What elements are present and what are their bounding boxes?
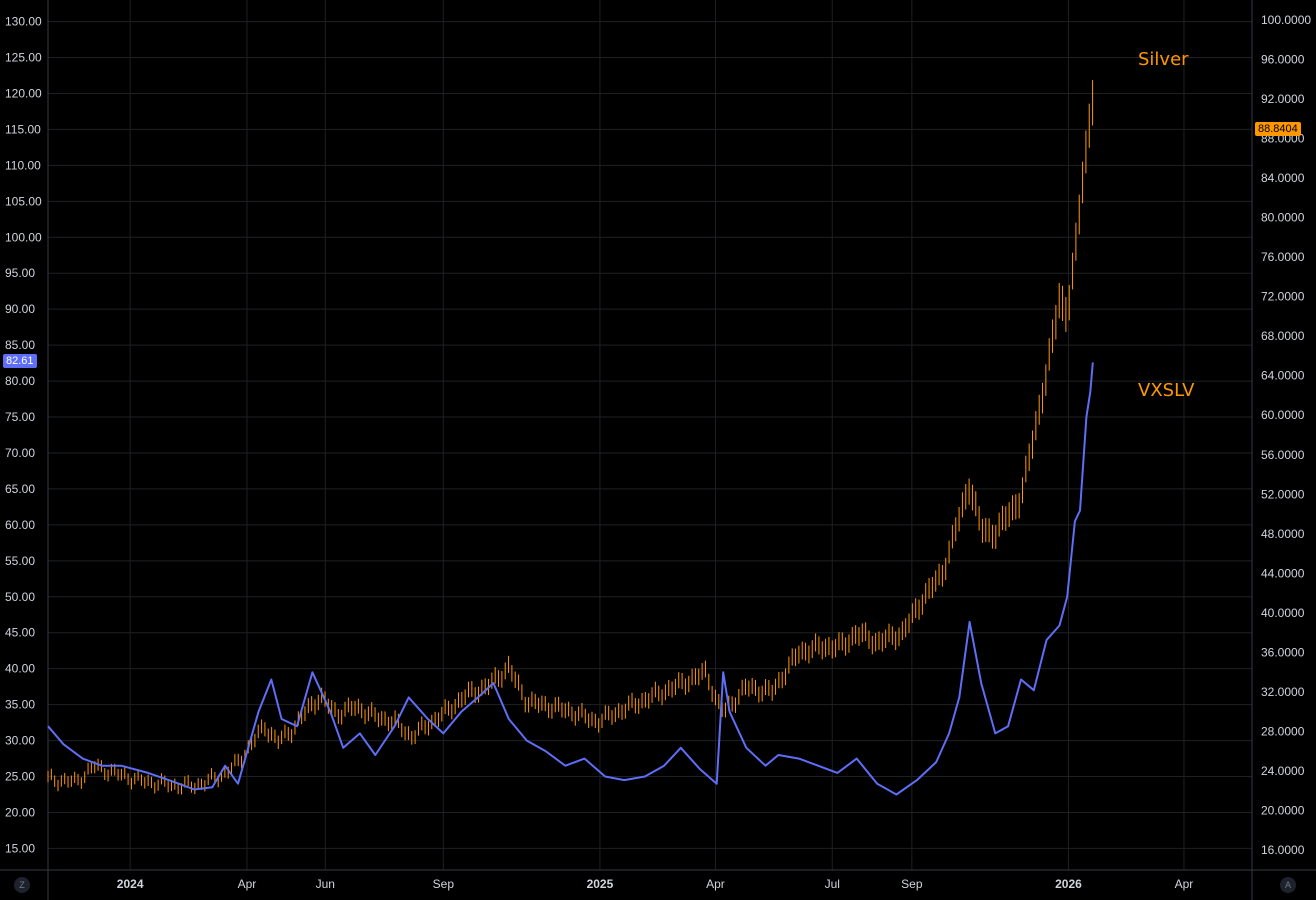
left-axis-tick-label: 75.00 (5, 410, 35, 424)
silver-series-label: Silver (1138, 49, 1189, 70)
left-axis-tick-label: 15.00 (5, 841, 35, 855)
x-axis-tick-label: Sep (901, 877, 923, 891)
right-axis-tick-label: 60.0000 (1261, 408, 1305, 422)
right-axis-tick-label: 32.0000 (1261, 685, 1305, 699)
right-axis-tick-label: 92.0000 (1261, 92, 1305, 106)
right-axis-tick-label: 24.0000 (1261, 764, 1305, 778)
auto-scale-button[interactable]: A (1280, 877, 1296, 893)
grid (48, 0, 1252, 870)
right-axis-tick-label: 56.0000 (1261, 448, 1305, 462)
left-axis-tick-label: 80.00 (5, 374, 35, 388)
timezone-toggle-button[interactable]: Z (14, 877, 30, 893)
right-axis-tick-label: 48.0000 (1261, 527, 1305, 541)
left-axis-tick-label: 20.00 (5, 805, 35, 819)
left-axis-tick-label: 120.00 (5, 86, 42, 100)
right-axis-tick-label: 100.0000 (1261, 13, 1311, 27)
right-axis-tick-label: 68.0000 (1261, 329, 1305, 343)
right-axis-tick-label: 64.0000 (1261, 369, 1305, 383)
x-axis-tick-label: 2024 (117, 877, 144, 891)
right-axis-tick-label: 84.0000 (1261, 171, 1305, 185)
x-axis-tick-label: Jun (316, 877, 335, 891)
right-axis-tick-label: 36.0000 (1261, 646, 1305, 660)
right-axis-tick-label: 52.0000 (1261, 487, 1305, 501)
left-axis-tick-label: 85.00 (5, 338, 35, 352)
left-axis-tick-label: 60.00 (5, 518, 35, 532)
x-axis-tick-label: Apr (1175, 877, 1194, 891)
left-axis-tick-label: 35.00 (5, 698, 35, 712)
left-axis-tick-label: 25.00 (5, 770, 35, 784)
vxslv-series-label: VXSLV (1138, 380, 1195, 401)
left-axis-tick-label: 95.00 (5, 266, 35, 280)
silver-last-price-badge: 88.8404 (1255, 122, 1301, 137)
left-axis-tick-label: 50.00 (5, 590, 35, 604)
left-axis-tick-label: 65.00 (5, 482, 35, 496)
plot-area (47, 80, 1094, 796)
left-axis-tick-label: 125.00 (5, 51, 42, 65)
left-axis-tick-label: 70.00 (5, 446, 35, 460)
left-axis-tick-label: 90.00 (5, 302, 35, 316)
x-axis-tick-label: Apr (238, 877, 257, 891)
x-axis-tick-label: Sep (433, 877, 455, 891)
right-axis-tick-label: 20.0000 (1261, 804, 1305, 818)
x-axis-tick-label: Jul (825, 877, 840, 891)
right-axis-tick-label: 80.0000 (1261, 211, 1305, 225)
left-axis-tick-label: 105.00 (5, 194, 42, 208)
left-y-axis: 130.00 125.00 120.00 115.00 110.00 105.00 100.… (5, 0, 49, 900)
right-y-axis: 100.000096.000092.000088.000084.000080.0… (1251, 0, 1311, 900)
x-axis-tick-label: 2025 (587, 877, 614, 891)
left-axis-tick-label: 115.00 (5, 122, 41, 136)
left-axis-tick-label: 40.00 (5, 662, 35, 676)
left-axis-tick-label: 45.00 (5, 626, 35, 640)
right-axis-tick-label: 72.0000 (1261, 290, 1305, 304)
right-axis-tick-label: 28.0000 (1261, 725, 1305, 739)
right-axis-tick-label: 16.0000 (1261, 843, 1305, 857)
x-axis-tick-label: Apr (706, 877, 725, 891)
x-axis-tick-label: 2026 (1055, 877, 1082, 891)
right-axis-tick-label: 76.0000 (1261, 250, 1305, 264)
vxslv-last-value-badge: 82.61 (3, 354, 37, 369)
left-axis-tick-label: 110.00 (5, 158, 41, 172)
left-axis-tick-label: 100.00 (5, 230, 42, 244)
right-axis-tick-label: 44.0000 (1261, 566, 1305, 580)
x-axis: 2024 Apr Jun Sep 2025 Apr Jul Sep 2026 Apr (0, 869, 1316, 891)
right-axis-tick-label: 96.0000 (1261, 52, 1305, 66)
left-axis-tick-label: 130.00 (5, 15, 42, 29)
vxslv-line (47, 362, 1094, 796)
right-axis-tick-label: 40.0000 (1261, 606, 1305, 620)
left-axis-tick-label: 30.00 (5, 734, 35, 748)
left-axis-tick-label: 55.00 (5, 554, 35, 568)
